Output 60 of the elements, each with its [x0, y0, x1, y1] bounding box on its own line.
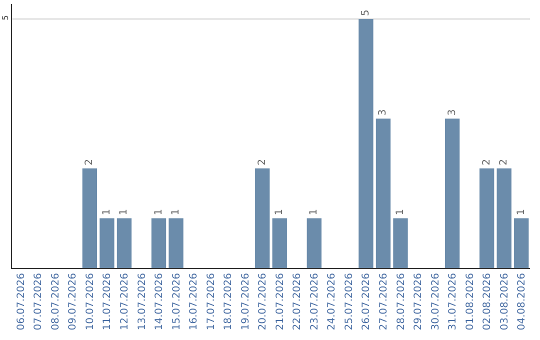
- x-tick-label: 18.07.2026: [223, 273, 234, 330]
- x-tick-label: 24.07.2026: [326, 273, 338, 330]
- bar: [100, 218, 114, 268]
- x-tick-label: 30.07.2026: [430, 273, 442, 330]
- bar: [479, 168, 494, 268]
- bar: [255, 168, 270, 268]
- x-tick-label: 11.07.2026: [102, 273, 114, 330]
- x-tick-label: 27.07.2026: [378, 273, 390, 330]
- x-tick-label: 31.07.2026: [448, 273, 459, 330]
- x-tick-label: 15.07.2026: [171, 273, 182, 330]
- data-label: 3: [446, 109, 458, 116]
- x-tick-label: 13.07.2026: [136, 273, 148, 330]
- x-tick-label: 21.07.2026: [274, 273, 286, 330]
- x-tick-label: 04.08.2026: [516, 273, 528, 330]
- x-tick-label: 23.07.2026: [309, 273, 320, 330]
- x-tick-label: 09.07.2026: [68, 273, 79, 330]
- x-tick-label: 17.07.2026: [206, 273, 217, 330]
- x-tick-label: 12.07.2026: [119, 273, 130, 330]
- data-label: 5: [360, 10, 372, 16]
- data-label: 2: [256, 159, 268, 166]
- data-label: 1: [153, 208, 164, 216]
- x-tick-label: 07.07.2026: [33, 273, 44, 330]
- data-label: 3: [378, 109, 389, 116]
- bar: [444, 118, 460, 268]
- bar: [151, 218, 166, 268]
- data-label: 2: [481, 159, 492, 166]
- x-tick-label: 14.07.2026: [154, 273, 166, 330]
- x-tick-label: 01.08.2026: [464, 273, 476, 330]
- x-tick-label: 16.07.2026: [188, 273, 200, 330]
- bar: [116, 218, 132, 268]
- data-label: 1: [101, 208, 112, 216]
- bar: [82, 168, 98, 268]
- data-label: 2: [84, 159, 96, 166]
- data-label: 1: [516, 208, 527, 216]
- x-tick-label: 26.07.2026: [361, 273, 372, 330]
- data-label: 1: [274, 208, 286, 216]
- data-label: 1: [170, 208, 182, 216]
- data-label: 2: [498, 159, 510, 166]
- data-label: 1: [308, 208, 320, 216]
- x-tick-label: 29.07.2026: [413, 273, 424, 330]
- x-tick-label: 20.07.2026: [258, 273, 269, 330]
- bar: [496, 168, 512, 268]
- bar: [393, 218, 408, 268]
- bar: [168, 218, 184, 268]
- x-tick-label: 19.07.2026: [240, 273, 252, 330]
- bar: [376, 118, 391, 268]
- x-tick-label: 08.07.2026: [50, 273, 62, 330]
- x-tick-label: 25.07.2026: [344, 273, 355, 330]
- data-label: 1: [395, 208, 406, 216]
- bar: [306, 218, 322, 268]
- bar: [514, 218, 529, 268]
- bar: [358, 18, 374, 268]
- x-tick-label: 10.07.2026: [84, 273, 96, 330]
- bar: [272, 218, 287, 268]
- x-tick-label: 02.08.2026: [482, 273, 494, 330]
- x-tick-label: 03.08.2026: [499, 273, 510, 330]
- data-label: 1: [118, 208, 130, 216]
- x-tick-label: 28.07.2026: [396, 273, 407, 330]
- x-tick-label: 22.07.2026: [292, 273, 304, 330]
- x-tick-label: 06.07.2026: [16, 273, 27, 330]
